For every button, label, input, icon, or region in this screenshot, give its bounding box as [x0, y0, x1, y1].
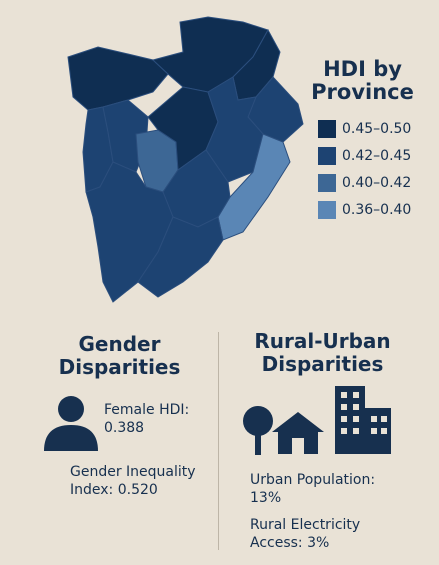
- section-divider: [218, 332, 219, 550]
- gender-inequality-text: Gender Inequality Index: 0.520: [70, 464, 196, 498]
- legend-label: 0.45–0.50: [342, 121, 412, 137]
- tree-icon: [243, 406, 273, 455]
- legend: 0.45–0.50 0.42–0.45 0.40–0.42 0.36–0.40: [318, 120, 411, 228]
- legend-swatch: [318, 174, 336, 192]
- legend-swatch: [318, 147, 336, 165]
- gender-section-title: Gender Disparities: [58, 332, 181, 379]
- legend-title: HDI by Province: [311, 57, 414, 104]
- legend-label: 0.36–0.40: [342, 202, 412, 218]
- province-northwest: [67, 46, 169, 111]
- legend-item: 0.42–0.45: [318, 147, 411, 165]
- legend-item: 0.40–0.42: [318, 174, 411, 192]
- province-south: [137, 216, 224, 298]
- rural-electricity-text: Rural Electricity Access: 3%: [250, 517, 361, 551]
- person-icon: [44, 396, 98, 451]
- legend-label: 0.40–0.42: [342, 175, 412, 191]
- urban-population-text: Urban Population: 13%: [250, 472, 376, 506]
- legend-label: 0.42–0.45: [342, 148, 412, 164]
- legend-item: 0.45–0.50: [318, 120, 411, 138]
- house-icon: [272, 412, 324, 454]
- rural-urban-section-title: Rural-Urban Disparities: [254, 329, 391, 376]
- building-icon: [335, 386, 391, 454]
- female-hdi-text: Female HDI: 0.388: [104, 402, 190, 436]
- legend-swatch: [318, 120, 336, 138]
- province-map: [58, 12, 308, 312]
- legend-swatch: [318, 201, 336, 219]
- province-map-svg: [67, 16, 304, 303]
- legend-item: 0.36–0.40: [318, 201, 411, 219]
